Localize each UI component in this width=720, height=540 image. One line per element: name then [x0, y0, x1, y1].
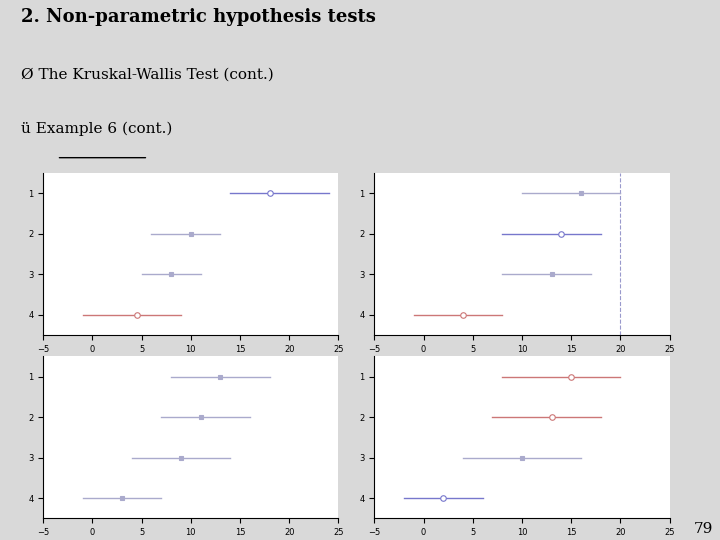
Text: ü Example 6 (cont.): ü Example 6 (cont.) [22, 122, 173, 136]
X-axis label: The mean ranks of groups 1 and 4 are significantly different.: The mean ranks of groups 1 and 4 are sig… [74, 357, 307, 367]
X-axis label: The mean ranks of groups 2 and 4 are significantly different.: The mean ranks of groups 2 and 4 are sig… [405, 357, 639, 367]
Text: Ø The Kruskal-Wallis Test (cont.): Ø The Kruskal-Wallis Test (cont.) [22, 68, 274, 82]
Text: 2. Non-parametric hypothesis tests: 2. Non-parametric hypothesis tests [22, 8, 376, 26]
Text: 79: 79 [693, 522, 713, 536]
